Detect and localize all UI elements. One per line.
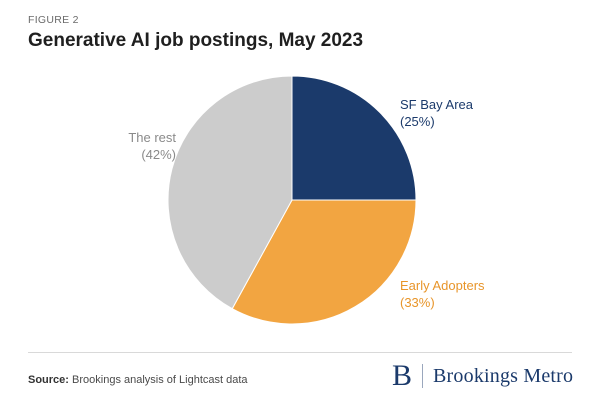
pie-slice-sf-bay-area [291, 75, 417, 201]
chart-title: Generative AI job postings, May 2023 [28, 30, 364, 51]
source-label: Source: [28, 374, 69, 386]
source-note: Source: Brookings analysis of Lightcast … [28, 374, 248, 386]
pie-slice-the-rest [167, 75, 293, 310]
pie-chart: SF Bay Area (25%) Early Adopters (33%) The r… [128, 75, 485, 325]
pie-slice-early-adopters [231, 199, 417, 325]
slice-label-sf-bay-area: SF Bay Area (25%) [400, 97, 474, 129]
brookings-metro-logo: B Brookings Metro [392, 361, 573, 391]
brand-letter: B [392, 359, 413, 392]
footer-divider [28, 352, 572, 353]
figure-label: FIGURE 2 [28, 14, 79, 26]
source-text: Brookings analysis of Lightcast data [72, 374, 248, 386]
slice-label-the-rest: The rest (42%) [128, 130, 176, 162]
brand-separator [422, 364, 424, 388]
brand-name: Brookings Metro [433, 364, 574, 387]
slice-label-early-adopters: Early Adopters (33%) [400, 278, 485, 310]
